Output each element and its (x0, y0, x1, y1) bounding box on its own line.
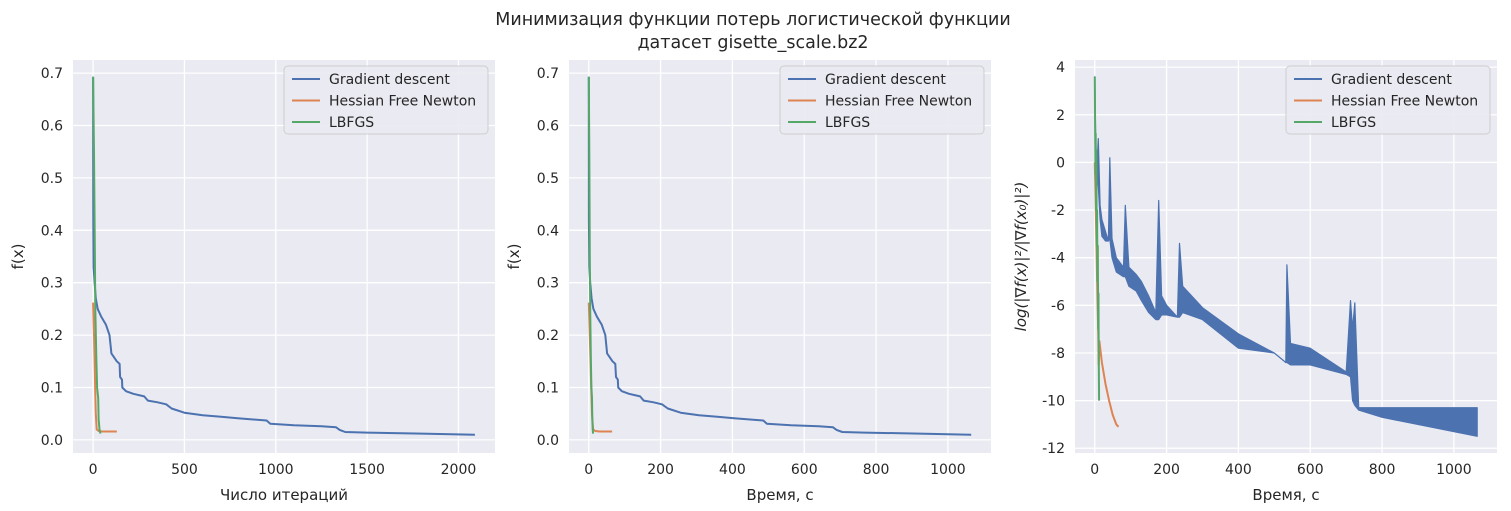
y-tick-label: 0.0 (537, 433, 559, 449)
x-tick-label: 800 (1369, 462, 1396, 478)
y-tick-label: 2 (1056, 108, 1065, 124)
x-tick-label: 600 (791, 462, 818, 478)
series-line-lbfgs (587, 76, 595, 434)
y-tick-label: 0.4 (537, 223, 559, 239)
y-tick-label: 4 (1056, 60, 1065, 76)
x-tick-label: 1000 (1436, 462, 1472, 478)
y-tick-label: -12 (1042, 441, 1065, 457)
y-tick-label: -2 (1051, 203, 1065, 219)
x-tick-label: 0 (584, 462, 593, 478)
y-tick-label: 0.0 (41, 433, 63, 449)
y-axis-label: f(x) (505, 244, 523, 270)
series-line-gd (1094, 76, 1478, 437)
x-axis-label: Время, с (746, 486, 813, 504)
series-line-lbfgs (92, 76, 102, 434)
y-tick-label: 0.7 (41, 66, 63, 82)
legend-label: Gradient descent (329, 72, 450, 88)
legend-label: Hessian Free Newton (825, 94, 972, 110)
x-tick-label: 2000 (441, 462, 477, 478)
y-tick-label: 0.1 (41, 381, 63, 397)
legend: Gradient descent Hessian Free Newton LBFGS (1285, 65, 1491, 135)
y-tick-label: -4 (1051, 251, 1065, 267)
legend: Gradient descent Hessian Free Newton LBFGS (779, 65, 985, 135)
y-tick-label: 0.5 (41, 171, 63, 187)
x-tick-label: 200 (647, 462, 674, 478)
y-tick-label: 0.3 (41, 276, 63, 292)
legend-label: Gradient descent (825, 72, 946, 88)
legend-label: Hessian Free Newton (1331, 94, 1478, 110)
figure-title-line1: Минимизация функции потерь логистической… (495, 10, 1011, 30)
x-tick-label: 400 (1225, 462, 1252, 478)
x-tick-label: 400 (719, 462, 746, 478)
y-tick-label: 0.6 (41, 119, 63, 135)
subplot-time-loss: 0 200 400 600 800 1000 0.0 0.1 0.2 0.3 0.4 0.5 0.6 0.… (505, 60, 991, 504)
x-tick-label: 1000 (930, 462, 966, 478)
y-tick-label: 0.6 (537, 119, 559, 135)
x-tick-label: 500 (171, 462, 198, 478)
x-tick-label: 1500 (349, 462, 385, 478)
series-line-hfn (92, 302, 117, 433)
y-axis-label: log(|∇f(x)|²/|∇f(x₀)|²) (1012, 182, 1030, 332)
series-group (92, 76, 475, 436)
y-tick-label: 0.2 (537, 328, 559, 344)
legend-frame (283, 65, 489, 135)
legend-label: Gradient descent (1331, 72, 1452, 88)
x-tick-label: 0 (1090, 462, 1099, 478)
series-line-lbfgs (1093, 76, 1101, 401)
y-axis-label: f(x) (9, 244, 27, 270)
legend: Gradient descent Hessian Free Newton LBFGS (283, 65, 489, 135)
legend-label: LBFGS (1331, 115, 1376, 131)
x-tick-label: 800 (863, 462, 890, 478)
y-tick-label: 0.3 (537, 276, 559, 292)
x-axis-label: Число итераций (220, 486, 348, 504)
subplot-iterations-loss: 0 500 1000 1500 2000 0.0 0.1 0.2 0.3 0.4 0.5 0.6 0.7… (9, 60, 495, 504)
legend-label: LBFGS (329, 115, 374, 131)
x-tick-label: 0 (89, 462, 98, 478)
x-tick-label: 1000 (258, 462, 294, 478)
y-tick-label: -6 (1051, 298, 1065, 314)
y-tick-label: 0.7 (537, 66, 559, 82)
y-tick-label: -8 (1051, 346, 1065, 362)
series-group (1093, 76, 1478, 437)
legend-label: Hessian Free Newton (329, 94, 476, 110)
figure-title-line2: датасет gisette_scale.bz2 (637, 33, 868, 53)
legend-label: LBFGS (825, 115, 870, 131)
series-group (587, 76, 972, 436)
subplot-time-grad-norm: 0 200 400 600 800 1000 4 2 0 -2 -4 -6 -8 -10 -12 Время,… (1012, 60, 1497, 504)
series-line-gd (92, 76, 475, 436)
y-tick-label: -10 (1042, 394, 1065, 410)
legend-frame (1285, 65, 1491, 135)
x-tick-label: 600 (1297, 462, 1324, 478)
series-line-gd (587, 76, 972, 436)
y-tick-label: 0.4 (41, 223, 63, 239)
y-tick-label: 0.2 (41, 328, 63, 344)
y-tick-label: 0 (1056, 155, 1065, 171)
y-tick-label: 0.5 (537, 171, 559, 187)
x-tick-label: 200 (1153, 462, 1180, 478)
y-tick-label: 0.1 (537, 381, 559, 397)
x-axis-label: Время, с (1252, 486, 1319, 504)
legend-frame (779, 65, 985, 135)
